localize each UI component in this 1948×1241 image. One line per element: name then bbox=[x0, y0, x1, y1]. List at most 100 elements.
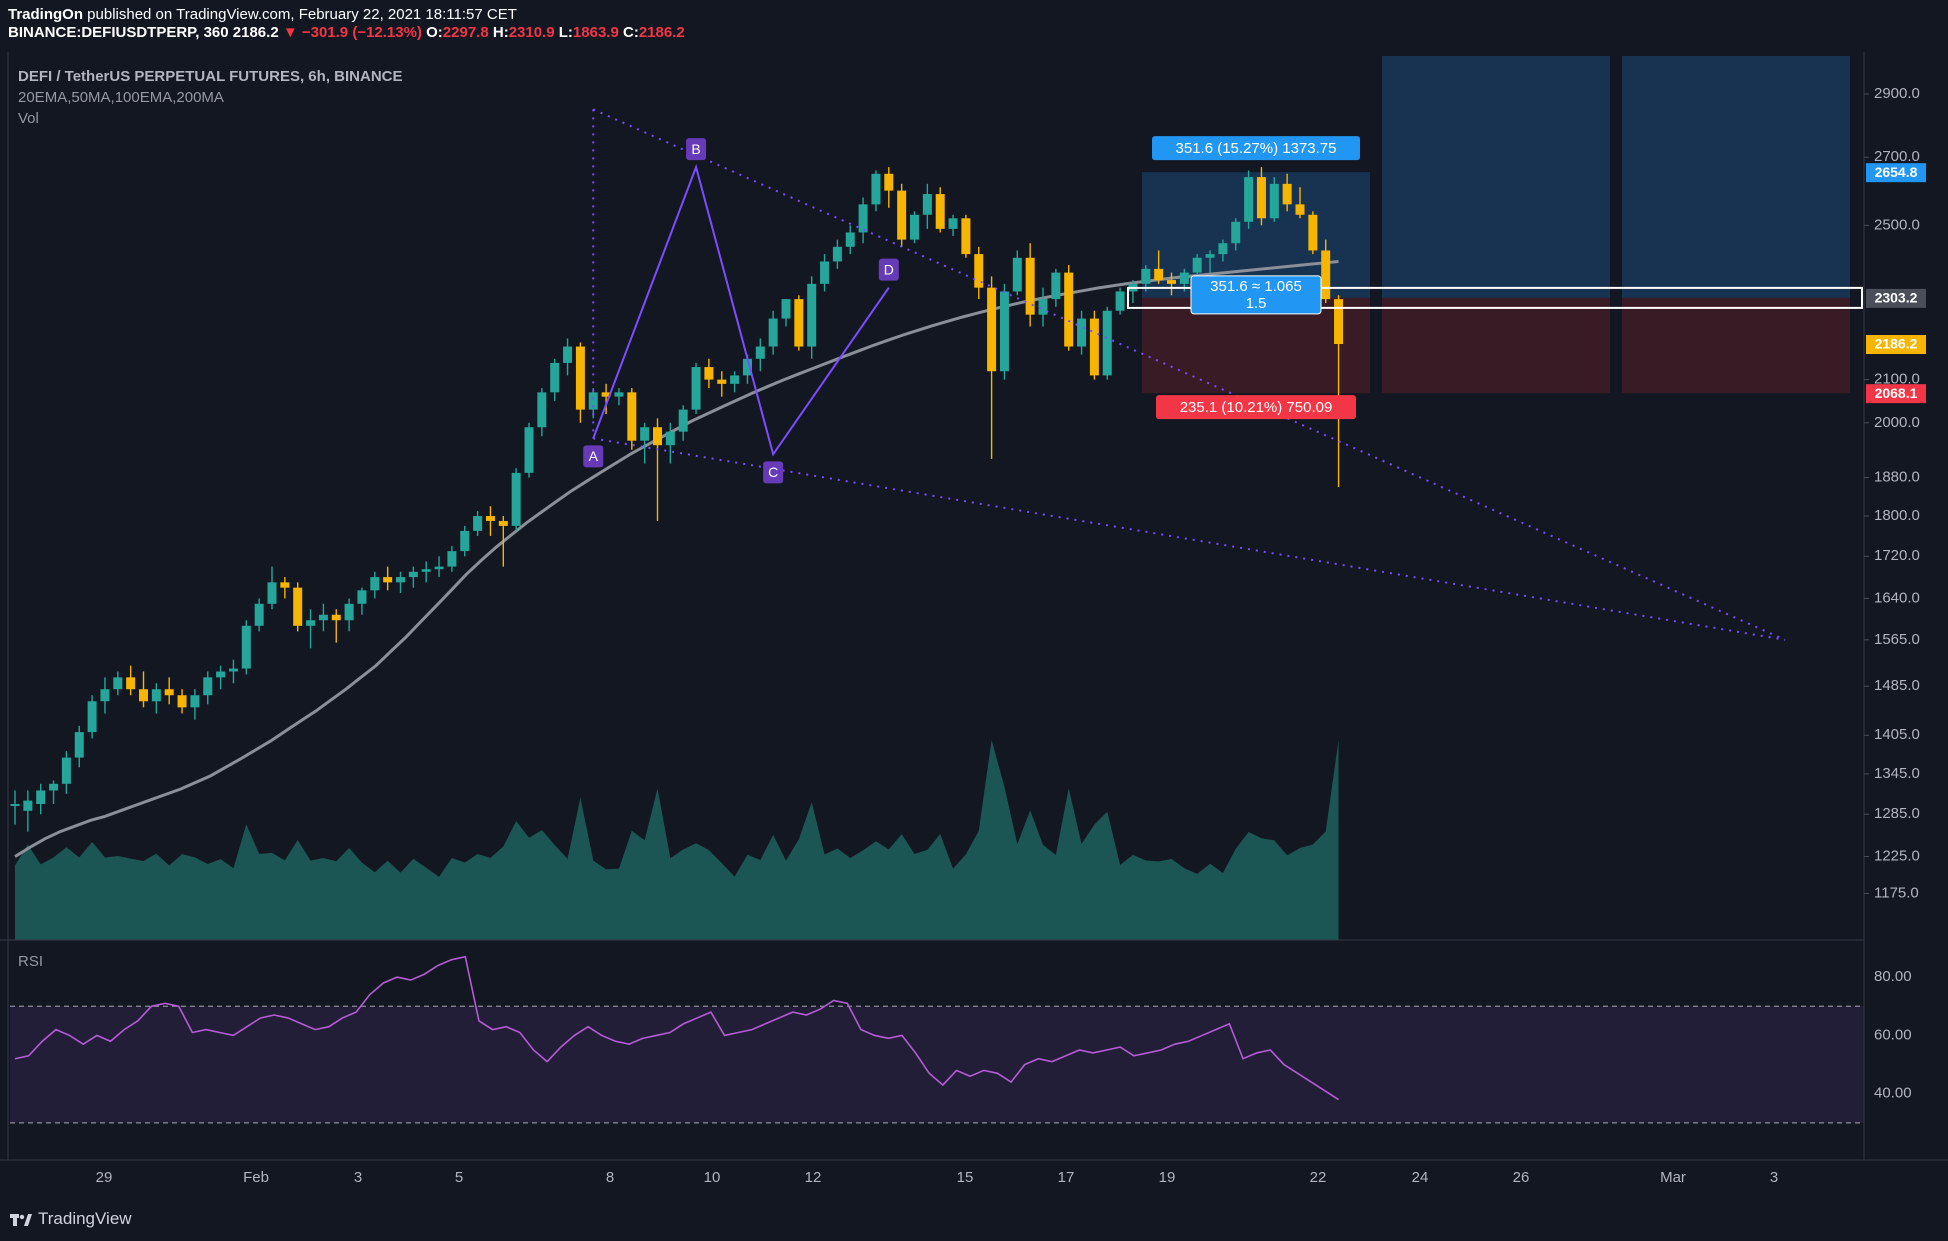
candle[interactable] bbox=[228, 659, 238, 684]
target-zone-3[interactable] bbox=[1622, 56, 1850, 298]
pattern-point-c[interactable] bbox=[763, 461, 784, 484]
ratio-label-box[interactable] bbox=[1190, 275, 1322, 315]
candle[interactable] bbox=[768, 310, 778, 355]
candle[interactable] bbox=[884, 167, 894, 208]
candle[interactable] bbox=[164, 677, 174, 705]
candle[interactable] bbox=[922, 183, 932, 229]
candle[interactable] bbox=[1282, 173, 1292, 212]
moving-average-line[interactable] bbox=[14, 259, 1339, 858]
pattern-point-d[interactable] bbox=[878, 258, 899, 281]
pattern-point-a[interactable] bbox=[583, 445, 604, 468]
candle[interactable] bbox=[1167, 272, 1176, 296]
candle[interactable] bbox=[999, 283, 1009, 380]
candle[interactable] bbox=[1012, 250, 1022, 296]
candle[interactable] bbox=[1244, 170, 1254, 229]
candle[interactable] bbox=[1077, 310, 1087, 355]
candle[interactable] bbox=[974, 246, 984, 300]
target-label-box[interactable] bbox=[1152, 136, 1360, 161]
candle[interactable] bbox=[87, 695, 97, 739]
candle[interactable] bbox=[383, 566, 393, 591]
candle[interactable] bbox=[10, 790, 20, 825]
candle[interactable] bbox=[537, 388, 547, 437]
candle[interactable] bbox=[1064, 265, 1074, 351]
candle[interactable] bbox=[460, 525, 470, 557]
candle[interactable] bbox=[1295, 187, 1305, 219]
candle[interactable] bbox=[1308, 211, 1318, 255]
candle[interactable] bbox=[1154, 250, 1164, 284]
candle[interactable] bbox=[1205, 250, 1215, 273]
candle[interactable] bbox=[254, 598, 264, 632]
candles[interactable] bbox=[10, 167, 1344, 832]
upper-trend-line[interactable] bbox=[592, 108, 1786, 641]
candle[interactable] bbox=[151, 683, 161, 714]
candle[interactable] bbox=[357, 587, 367, 615]
candle[interactable] bbox=[871, 170, 881, 212]
candle[interactable] bbox=[948, 214, 958, 237]
candle[interactable] bbox=[987, 276, 997, 459]
candle[interactable] bbox=[910, 211, 919, 244]
candle[interactable] bbox=[100, 677, 110, 714]
candle[interactable] bbox=[126, 665, 136, 696]
candle[interactable] bbox=[781, 299, 791, 327]
candle[interactable] bbox=[820, 254, 830, 292]
candle[interactable] bbox=[717, 371, 727, 397]
candle[interactable] bbox=[614, 388, 624, 406]
candle[interactable] bbox=[678, 405, 688, 441]
price-marker[interactable] bbox=[1866, 335, 1926, 355]
candle[interactable] bbox=[203, 671, 213, 705]
candle[interactable] bbox=[473, 511, 483, 536]
entry-range-box[interactable] bbox=[1127, 286, 1863, 309]
candle[interactable] bbox=[575, 342, 585, 423]
candle[interactable] bbox=[190, 689, 200, 720]
candle[interactable] bbox=[1102, 306, 1112, 380]
candle[interactable] bbox=[1218, 239, 1228, 262]
candle[interactable] bbox=[447, 546, 457, 572]
price-marker[interactable] bbox=[1866, 163, 1926, 183]
candle[interactable] bbox=[961, 214, 971, 258]
candle[interactable] bbox=[794, 295, 804, 351]
publisher-name[interactable]: TradingOn bbox=[8, 6, 83, 23]
candle[interactable] bbox=[1334, 295, 1344, 488]
candle[interactable] bbox=[601, 383, 611, 414]
candle[interactable] bbox=[730, 371, 740, 393]
candle[interactable] bbox=[858, 197, 868, 244]
stop-label-box[interactable] bbox=[1156, 395, 1356, 420]
candle[interactable] bbox=[1038, 287, 1048, 327]
candle[interactable] bbox=[832, 239, 842, 269]
candle[interactable] bbox=[434, 556, 444, 578]
candle[interactable] bbox=[396, 571, 405, 594]
candle[interactable] bbox=[640, 422, 650, 464]
candle[interactable] bbox=[421, 561, 431, 583]
candle[interactable] bbox=[74, 725, 84, 768]
candle[interactable] bbox=[331, 609, 341, 643]
candle[interactable] bbox=[897, 183, 907, 247]
target-zone-2[interactable] bbox=[1382, 56, 1610, 298]
candle[interactable] bbox=[280, 577, 290, 599]
pattern-point-b[interactable] bbox=[686, 138, 707, 161]
candle[interactable] bbox=[113, 671, 123, 696]
candle[interactable] bbox=[241, 620, 251, 675]
tradingview-logo[interactable]: TradingView bbox=[10, 1209, 132, 1229]
candle[interactable] bbox=[1256, 167, 1266, 226]
price-axis[interactable]: 2900.0 2700.0 2500.0 2100.0 2000.0 1880.0 1800… bbox=[1864, 85, 1926, 901]
candle[interactable] bbox=[755, 338, 765, 372]
candle[interactable] bbox=[653, 418, 662, 521]
indicator-legend[interactable]: 20EMA,50MA,100EMA,200MA bbox=[18, 89, 224, 106]
candle[interactable] bbox=[408, 566, 418, 588]
candle[interactable] bbox=[23, 790, 33, 832]
candle[interactable] bbox=[524, 422, 534, 478]
candle[interactable] bbox=[1025, 243, 1035, 327]
candle[interactable] bbox=[344, 598, 354, 632]
candle[interactable] bbox=[36, 783, 46, 815]
candle[interactable] bbox=[627, 388, 637, 450]
candle[interactable] bbox=[691, 362, 701, 414]
candle[interactable] bbox=[485, 506, 495, 536]
candle[interactable] bbox=[216, 665, 226, 690]
price-marker[interactable] bbox=[1866, 288, 1926, 308]
candle[interactable] bbox=[306, 609, 316, 649]
candle[interactable] bbox=[318, 603, 328, 632]
abcd-pattern-line[interactable] bbox=[592, 163, 890, 457]
volume-area[interactable] bbox=[15, 740, 1339, 940]
candle[interactable] bbox=[1231, 218, 1241, 251]
candle[interactable] bbox=[1269, 177, 1279, 222]
